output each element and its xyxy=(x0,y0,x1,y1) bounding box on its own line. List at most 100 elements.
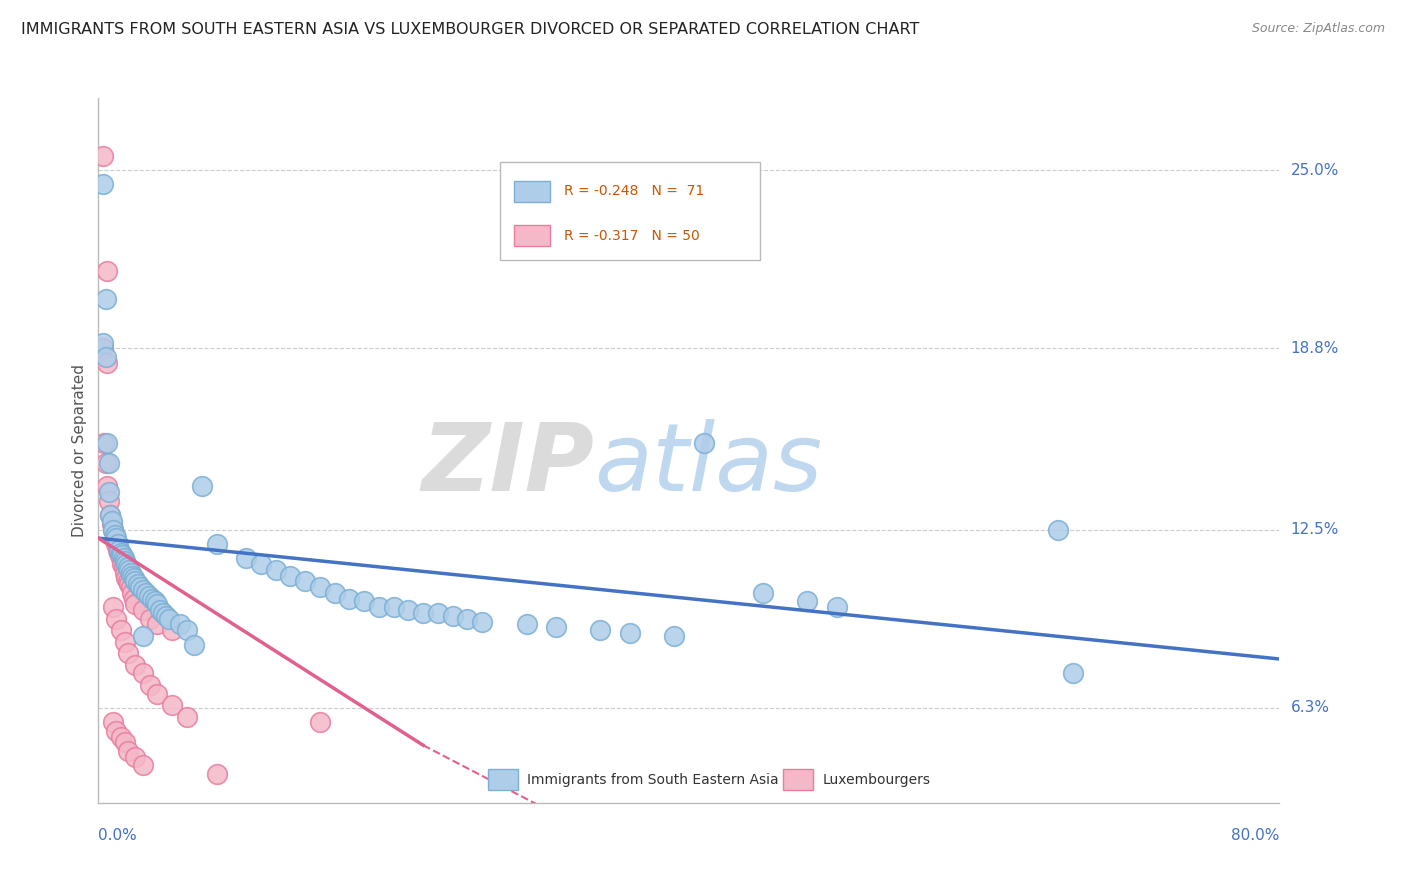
Point xyxy=(110,730,132,744)
Point xyxy=(115,571,138,585)
Text: Immigrants from South Eastern Asia: Immigrants from South Eastern Asia xyxy=(527,772,779,787)
Point xyxy=(117,574,139,589)
Point xyxy=(124,657,146,672)
Point xyxy=(516,617,538,632)
Point xyxy=(205,537,228,551)
Text: ZIP: ZIP xyxy=(422,418,595,510)
Point xyxy=(105,723,128,738)
Point xyxy=(121,586,143,600)
Point xyxy=(205,767,228,781)
Text: Source: ZipAtlas.com: Source: ZipAtlas.com xyxy=(1251,22,1385,36)
Point xyxy=(132,582,155,597)
Point xyxy=(441,608,464,623)
Point xyxy=(132,603,155,617)
Point xyxy=(103,600,125,615)
Text: 18.8%: 18.8% xyxy=(1291,341,1339,356)
Text: 6.3%: 6.3% xyxy=(1291,700,1330,715)
Point xyxy=(91,178,114,192)
Bar xyxy=(488,769,517,790)
Point xyxy=(118,563,141,577)
Point xyxy=(117,646,139,660)
Point xyxy=(97,485,120,500)
Point xyxy=(96,356,118,370)
Point xyxy=(309,580,332,594)
Point xyxy=(825,600,848,615)
Point xyxy=(128,580,150,594)
Point xyxy=(105,612,128,626)
Point xyxy=(108,545,131,559)
Point xyxy=(471,615,494,629)
Y-axis label: Divorced or Separated: Divorced or Separated xyxy=(72,364,87,537)
Text: 0.0%: 0.0% xyxy=(98,828,138,843)
Point xyxy=(152,606,174,620)
Point xyxy=(191,479,214,493)
Point xyxy=(149,603,172,617)
Point xyxy=(103,523,125,537)
Text: R = -0.248   N =  71: R = -0.248 N = 71 xyxy=(564,184,704,198)
Point xyxy=(98,508,121,523)
Point xyxy=(120,580,142,594)
Point xyxy=(398,603,420,617)
Point xyxy=(120,566,142,580)
Point xyxy=(141,591,163,606)
Bar xyxy=(515,180,550,202)
Point xyxy=(132,629,155,643)
Point xyxy=(589,624,612,638)
Point xyxy=(139,678,162,692)
Point xyxy=(121,568,143,582)
Point xyxy=(111,557,134,571)
Point xyxy=(752,586,775,600)
Text: R = -0.317   N = 50: R = -0.317 N = 50 xyxy=(564,228,700,243)
Point xyxy=(97,457,120,471)
Point xyxy=(104,528,127,542)
Point xyxy=(146,686,169,700)
Point xyxy=(339,591,361,606)
Point xyxy=(110,551,132,566)
Point xyxy=(127,577,149,591)
Point xyxy=(91,342,114,356)
Point xyxy=(110,545,132,559)
Point xyxy=(96,479,118,493)
Point xyxy=(1062,666,1084,681)
Point xyxy=(96,436,118,450)
FancyBboxPatch shape xyxy=(501,161,759,260)
Point xyxy=(107,537,129,551)
Point xyxy=(146,598,169,612)
Point xyxy=(382,600,405,615)
Point xyxy=(162,698,183,712)
Point xyxy=(108,542,131,557)
Bar xyxy=(515,225,550,246)
Point xyxy=(323,586,346,600)
Point xyxy=(122,591,145,606)
Text: 25.0%: 25.0% xyxy=(1291,162,1339,178)
Point xyxy=(100,516,122,531)
Point xyxy=(112,551,135,566)
Point xyxy=(91,335,114,350)
Point xyxy=(146,617,169,632)
Point xyxy=(169,617,191,632)
Text: 80.0%: 80.0% xyxy=(1232,828,1279,843)
Point xyxy=(114,566,136,580)
Point xyxy=(94,293,117,307)
Point xyxy=(138,589,160,603)
Point xyxy=(94,350,117,364)
Point xyxy=(309,715,332,730)
Point xyxy=(110,624,132,638)
Point xyxy=(124,598,146,612)
Point xyxy=(176,624,198,638)
Point xyxy=(94,457,117,471)
Point xyxy=(143,594,166,608)
Point xyxy=(353,594,375,608)
Point xyxy=(139,612,162,626)
Point xyxy=(235,551,257,566)
Point xyxy=(135,586,157,600)
Point xyxy=(107,542,129,557)
Point xyxy=(796,594,818,608)
Point xyxy=(104,531,127,545)
Point xyxy=(124,574,146,589)
Point xyxy=(546,620,568,634)
Point xyxy=(294,574,316,589)
Point xyxy=(122,571,145,585)
Point xyxy=(457,612,479,626)
Point xyxy=(100,514,122,528)
